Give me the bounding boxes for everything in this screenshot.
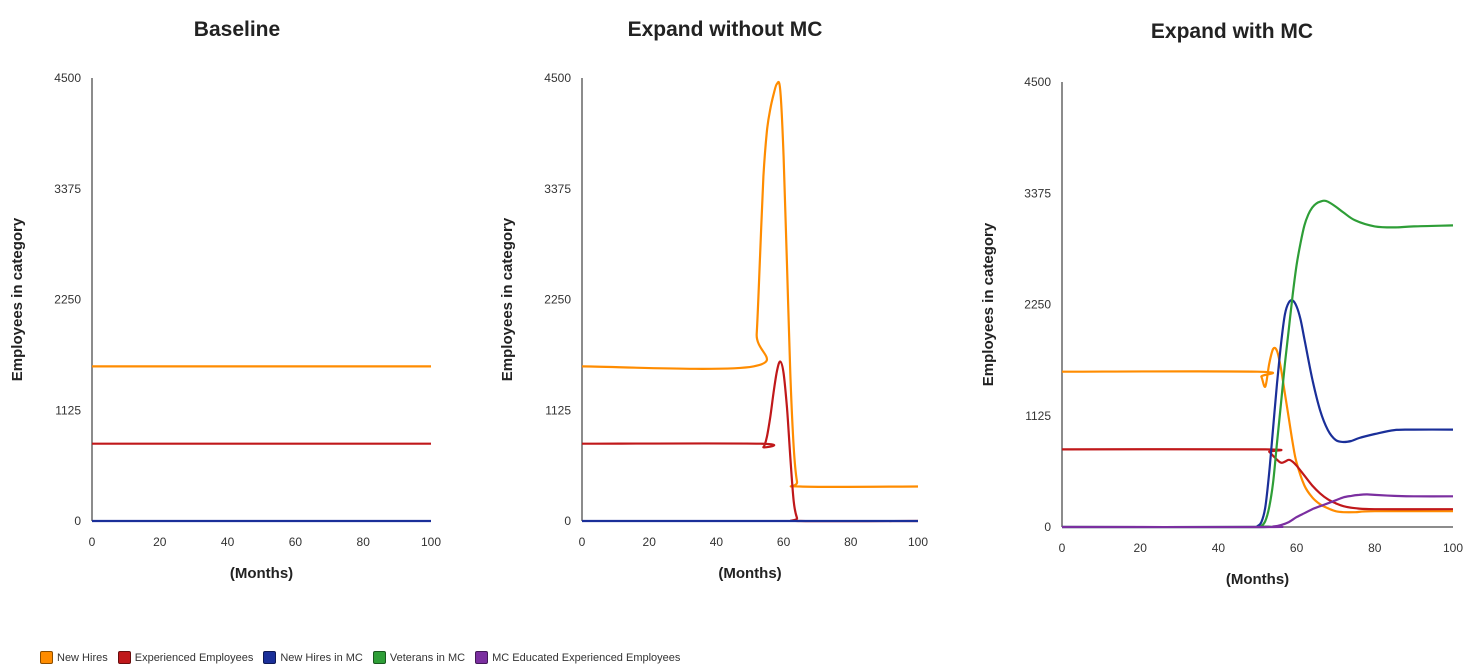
x-tick-label: 0: [1059, 541, 1066, 555]
chart-1: Baseline 0 1125 2250 3375 4500 0 20 40 60 80 100 (Mo…: [9, 18, 441, 582]
x-tick-label: 100: [421, 535, 441, 549]
series-line: [1061, 493, 1454, 529]
x-tick-label: 80: [357, 535, 371, 549]
series-line: [1061, 448, 1454, 511]
legend: New Hires Experienced Employees New Hires …: [40, 651, 690, 664]
legend-label: MC Educated Experienced Employees: [492, 651, 681, 664]
series-line: [1061, 299, 1454, 529]
series-line: [1061, 346, 1454, 514]
x-tick-label: 80: [1368, 541, 1382, 555]
legend-label: New Hires in MC: [280, 651, 363, 664]
y-tick-label: 1125: [1025, 409, 1051, 423]
x-tick-label: 100: [908, 535, 928, 549]
y-tick-label: 4500: [1024, 75, 1051, 89]
legend-item: New Hires in MC: [263, 651, 363, 664]
y-tick-label: 4500: [54, 71, 81, 85]
x-axis-label: (Months): [230, 565, 293, 582]
y-axis-label: Employees in category: [980, 222, 997, 386]
y-tick-label: 4500: [544, 71, 571, 85]
x-tick-label: 60: [777, 535, 791, 549]
x-tick-label: 20: [153, 535, 167, 549]
legend-swatch: [372, 651, 386, 664]
chart-2: Expand without MC 0 1125 2250 3375 4500 0 20 40 6…: [499, 18, 928, 582]
x-axis-label: (Months): [718, 565, 781, 582]
charts-canvas: Baseline 0 1125 2250 3375 4500 0 20 40 60 80 100 (Mo…: [9, 18, 1463, 588]
y-tick-label: 3375: [54, 182, 81, 196]
legend-item: Experienced Employees: [117, 651, 254, 664]
x-tick-label: 60: [1290, 541, 1304, 555]
y-tick-label: 0: [1044, 520, 1051, 534]
legend-item: New Hires: [40, 651, 108, 664]
y-tick-label: 3375: [544, 182, 571, 196]
x-tick-label: 20: [1134, 541, 1148, 555]
legend-swatch: [263, 651, 277, 664]
y-axis-label: Employees in category: [499, 217, 516, 381]
y-axis-label: Employees in category: [9, 217, 26, 381]
legend-item: MC Educated Experienced Employees: [475, 651, 680, 664]
legend-label: Experienced Employees: [134, 651, 254, 664]
x-tick-label: 40: [1212, 541, 1226, 555]
chart-title: Expand without MC: [628, 18, 823, 41]
y-tick-label: 1125: [55, 403, 81, 417]
x-tick-label: 0: [579, 535, 586, 549]
x-tick-label: 80: [844, 535, 858, 549]
legend-swatch: [117, 651, 131, 664]
y-tick-label: 3375: [1024, 186, 1051, 200]
chart-3: Expand with MC 0 1125 2250 3375 4500 0 20 40 60 80…: [980, 20, 1463, 588]
legend-label: Veterans in MC: [389, 651, 466, 664]
legend-item: Veterans in MC: [372, 651, 466, 664]
series-line: [581, 360, 919, 523]
y-tick-label: 2250: [1024, 298, 1051, 312]
y-tick-label: 0: [74, 514, 81, 528]
chart-title: Expand with MC: [1151, 20, 1313, 43]
x-tick-label: 0: [89, 535, 96, 549]
y-tick-label: 2250: [54, 293, 81, 307]
series-line: [581, 80, 919, 488]
x-tick-label: 100: [1443, 541, 1463, 555]
legend-label: New Hires: [57, 651, 108, 664]
y-tick-label: 2250: [544, 293, 571, 307]
x-tick-label: 60: [289, 535, 303, 549]
y-tick-label: 1125: [545, 403, 571, 417]
series-line: [1061, 199, 1454, 529]
y-tick-label: 0: [564, 514, 571, 528]
legend-swatch: [475, 651, 489, 664]
chart-title: Baseline: [194, 18, 280, 41]
legend-swatch: [40, 651, 53, 664]
x-tick-label: 40: [710, 535, 724, 549]
x-axis-label: (Months): [1226, 571, 1289, 588]
x-tick-label: 20: [643, 535, 657, 549]
x-tick-label: 40: [221, 535, 235, 549]
